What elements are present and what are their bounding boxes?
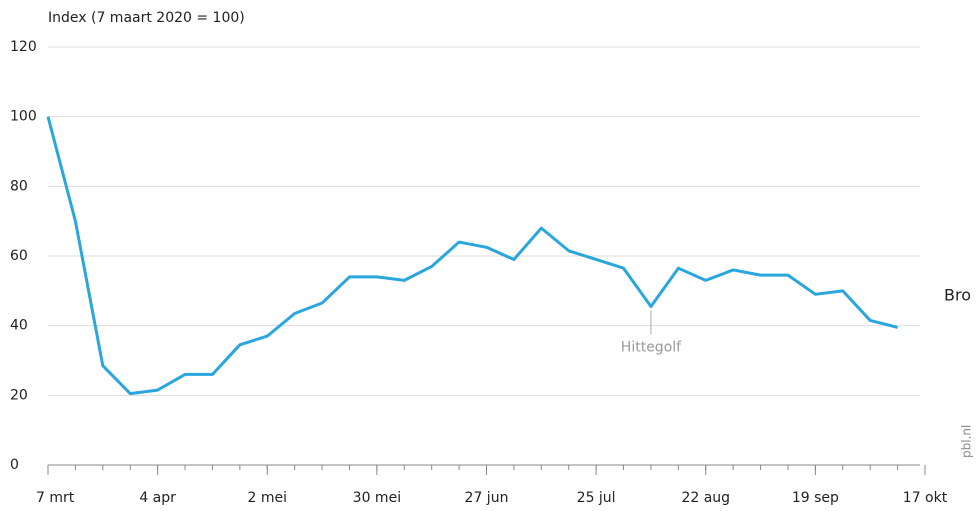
- x-tick-label: 19 sep: [792, 490, 839, 506]
- x-tick-label: 22 aug: [681, 490, 730, 506]
- y-tick-label: 60: [10, 248, 28, 264]
- y-tick-label: 80: [10, 178, 28, 194]
- x-tick-label: 25 jul: [577, 490, 616, 506]
- y-tick-label: 0: [10, 457, 19, 473]
- data-line: [46, 116, 898, 396]
- y-tick-label: 120: [10, 39, 37, 55]
- x-tick-label: 4 apr: [139, 490, 176, 506]
- source: pbl.nl: [960, 425, 974, 458]
- y-tick-label: 100: [10, 109, 37, 125]
- x-tick-label: 30 mei: [353, 490, 401, 506]
- x-tick-label: 7 mrt: [36, 490, 75, 506]
- y-axis-label: Index (7 maart 2020 = 100): [48, 10, 245, 26]
- side-text: Bro: [944, 286, 971, 305]
- y-tick-label: 20: [10, 387, 28, 403]
- x-tick-label: 27 jun: [465, 490, 509, 506]
- x-tick-label: 17 okt: [903, 490, 948, 506]
- y-tick-label: 40: [10, 318, 28, 334]
- annotation: Hittegolf: [621, 340, 682, 356]
- x-tick-label: 2 mei: [248, 490, 288, 506]
